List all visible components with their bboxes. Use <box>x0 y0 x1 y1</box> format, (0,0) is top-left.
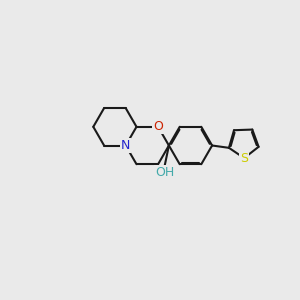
Text: N: N <box>121 139 130 152</box>
Text: O: O <box>153 120 163 133</box>
Text: OH: OH <box>155 166 174 179</box>
Text: S: S <box>240 152 248 165</box>
